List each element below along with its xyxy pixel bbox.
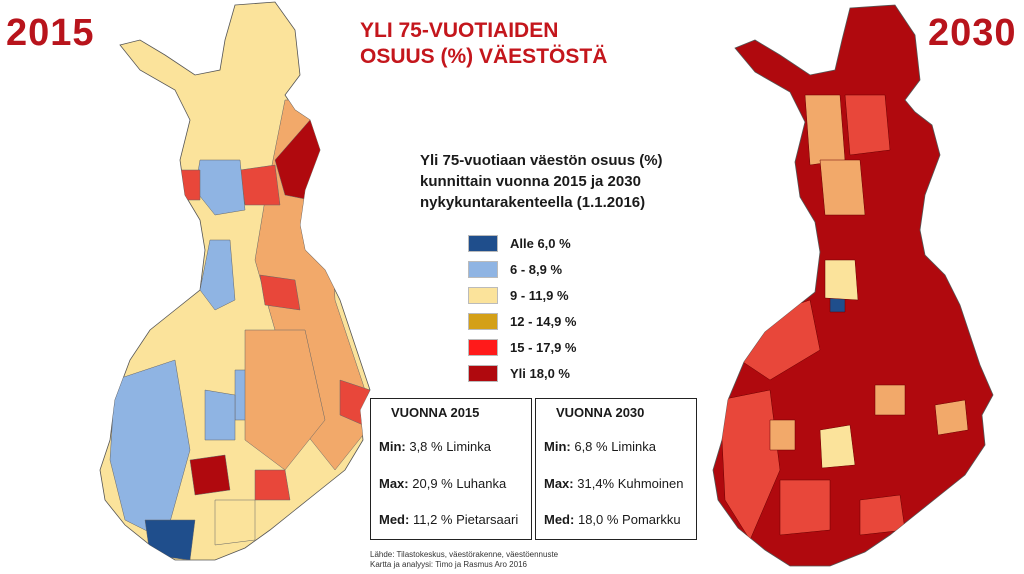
stats-med-value: 18,0 % Pomarkku <box>577 512 681 527</box>
legend-label: 6 - 8,9 % <box>510 261 563 277</box>
region-liminka-blue <box>829 297 846 313</box>
finland-map-2015 <box>99 1 371 561</box>
stats-med-row: Med: 11,2 % Pietarsaari <box>379 512 518 527</box>
region-north-orange-2 <box>819 159 866 216</box>
region-central-yellow <box>819 424 856 469</box>
region-central-orange <box>874 384 906 416</box>
region-north-red <box>239 164 281 206</box>
legend-item: 9 - 11,9 % <box>468 282 577 308</box>
legend-swatch <box>468 338 498 356</box>
legend-item: Alle 6,0 % <box>468 230 577 256</box>
subtitle-line-3: nykykuntarakenteella (1.1.2016) <box>420 194 646 211</box>
legend-item: 6 - 8,9 % <box>468 256 577 282</box>
legend-label: 12 - 14,9 % <box>510 313 577 329</box>
stats-min-label: Min: <box>544 439 571 454</box>
title-line-2: OSUUS (%) VÄESTÖSTÄ <box>360 45 608 68</box>
legend: Alle 6,0 % 6 - 8,9 % 9 - 11,9 % 12 - 14,… <box>468 230 577 386</box>
legend-swatch <box>468 234 498 252</box>
stats-max-value: 20,9 % Luhanka <box>412 476 507 491</box>
stats-max-label: Max: <box>544 476 574 491</box>
stats-max-row: Max: 20,9 % Luhanka <box>379 476 506 491</box>
legend-swatch <box>468 364 498 382</box>
region-central-orange-2 <box>769 419 796 451</box>
legend-swatch <box>468 312 498 330</box>
region-south-red <box>779 479 831 536</box>
stats-heading: VUONNA 2030 <box>556 405 645 420</box>
source-note: Lähde: Tilastokeskus, väestörakenne, väe… <box>370 550 558 570</box>
stats-min-value: 3,8 % Liminka <box>409 439 491 454</box>
legend-label: Yli 18,0 % <box>510 365 570 381</box>
legend-item: 12 - 14,9 % <box>468 308 577 334</box>
stats-min-label: Min: <box>379 439 406 454</box>
stats-max-row: Max: 31,4% Kuhmoinen <box>544 476 684 491</box>
region-mid-blue <box>199 239 236 311</box>
subtitle-line-2: kunnittain vuonna 2015 ja 2030 <box>420 173 641 190</box>
stats-min-row: Min: 3,8 % Liminka <box>379 439 491 454</box>
year-2030-label: 2030 <box>928 12 1017 54</box>
legend-label: Alle 6,0 % <box>510 235 571 251</box>
stats-box-2015: VUONNA 2015 Min: 3,8 % Liminka Max: 20,9… <box>370 398 532 540</box>
legend-item: Yli 18,0 % <box>468 360 577 386</box>
stats-min-value: 6,8 % Liminka <box>574 439 656 454</box>
region-south-blue-dark <box>144 519 196 560</box>
stats-max-value: 31,4% Kuhmoinen <box>577 476 684 491</box>
region-east-orange <box>934 399 969 436</box>
stats-min-row: Min: 6,8 % Liminka <box>544 439 656 454</box>
region-north-orange <box>804 94 846 166</box>
region-south-yellow <box>214 499 256 546</box>
stats-med-value: 11,2 % Pietarsaari <box>412 512 519 527</box>
region-central-orange <box>244 329 326 471</box>
stats-med-row: Med: 18,0 % Pomarkku <box>544 512 681 527</box>
stats-med-label: Med: <box>544 512 575 527</box>
title-line-1: YLI 75-VUOTIAIDEN <box>360 19 559 42</box>
stats-max-label: Max: <box>379 476 409 491</box>
stats-box-2030: VUONNA 2030 Min: 6,8 % Liminka Max: 31,4… <box>535 398 697 540</box>
legend-swatch <box>468 260 498 278</box>
region-south-red-2 <box>859 494 906 536</box>
source-line-1: Lähde: Tilastokeskus, väestörakenne, väe… <box>370 550 559 559</box>
page-title: YLI 75-VUOTIAIDEN OSUUS (%) VÄESTÖSTÄ <box>360 18 680 70</box>
region-mid-red <box>259 274 301 311</box>
region-north-red <box>844 94 891 156</box>
legend-swatch <box>468 286 498 304</box>
year-2015-label: 2015 <box>6 12 95 54</box>
region-central-red-2 <box>254 469 291 501</box>
region-southwest-blue-2 <box>204 389 236 441</box>
legend-label: 15 - 17,9 % <box>510 339 577 355</box>
stats-med-label: Med: <box>379 512 410 527</box>
source-line-2: Kartta ja analyysi: Timo ja Rasmus Aro 2… <box>370 560 527 569</box>
subtitle-line-1: Yli 75-vuotiaan väestön osuus (%) <box>420 152 663 169</box>
finland-map-2030 <box>712 4 994 567</box>
legend-item: 15 - 17,9 % <box>468 334 577 360</box>
map-description: Yli 75-vuotiaan väestön osuus (%) kunnit… <box>420 150 690 213</box>
region-southwest-red <box>719 389 781 541</box>
region-oulu-yellow <box>824 259 859 301</box>
region-central-darkred <box>189 454 231 496</box>
legend-label: 9 - 11,9 % <box>510 287 569 303</box>
region-west-red <box>174 169 201 201</box>
stats-heading: VUONNA 2015 <box>391 405 480 420</box>
